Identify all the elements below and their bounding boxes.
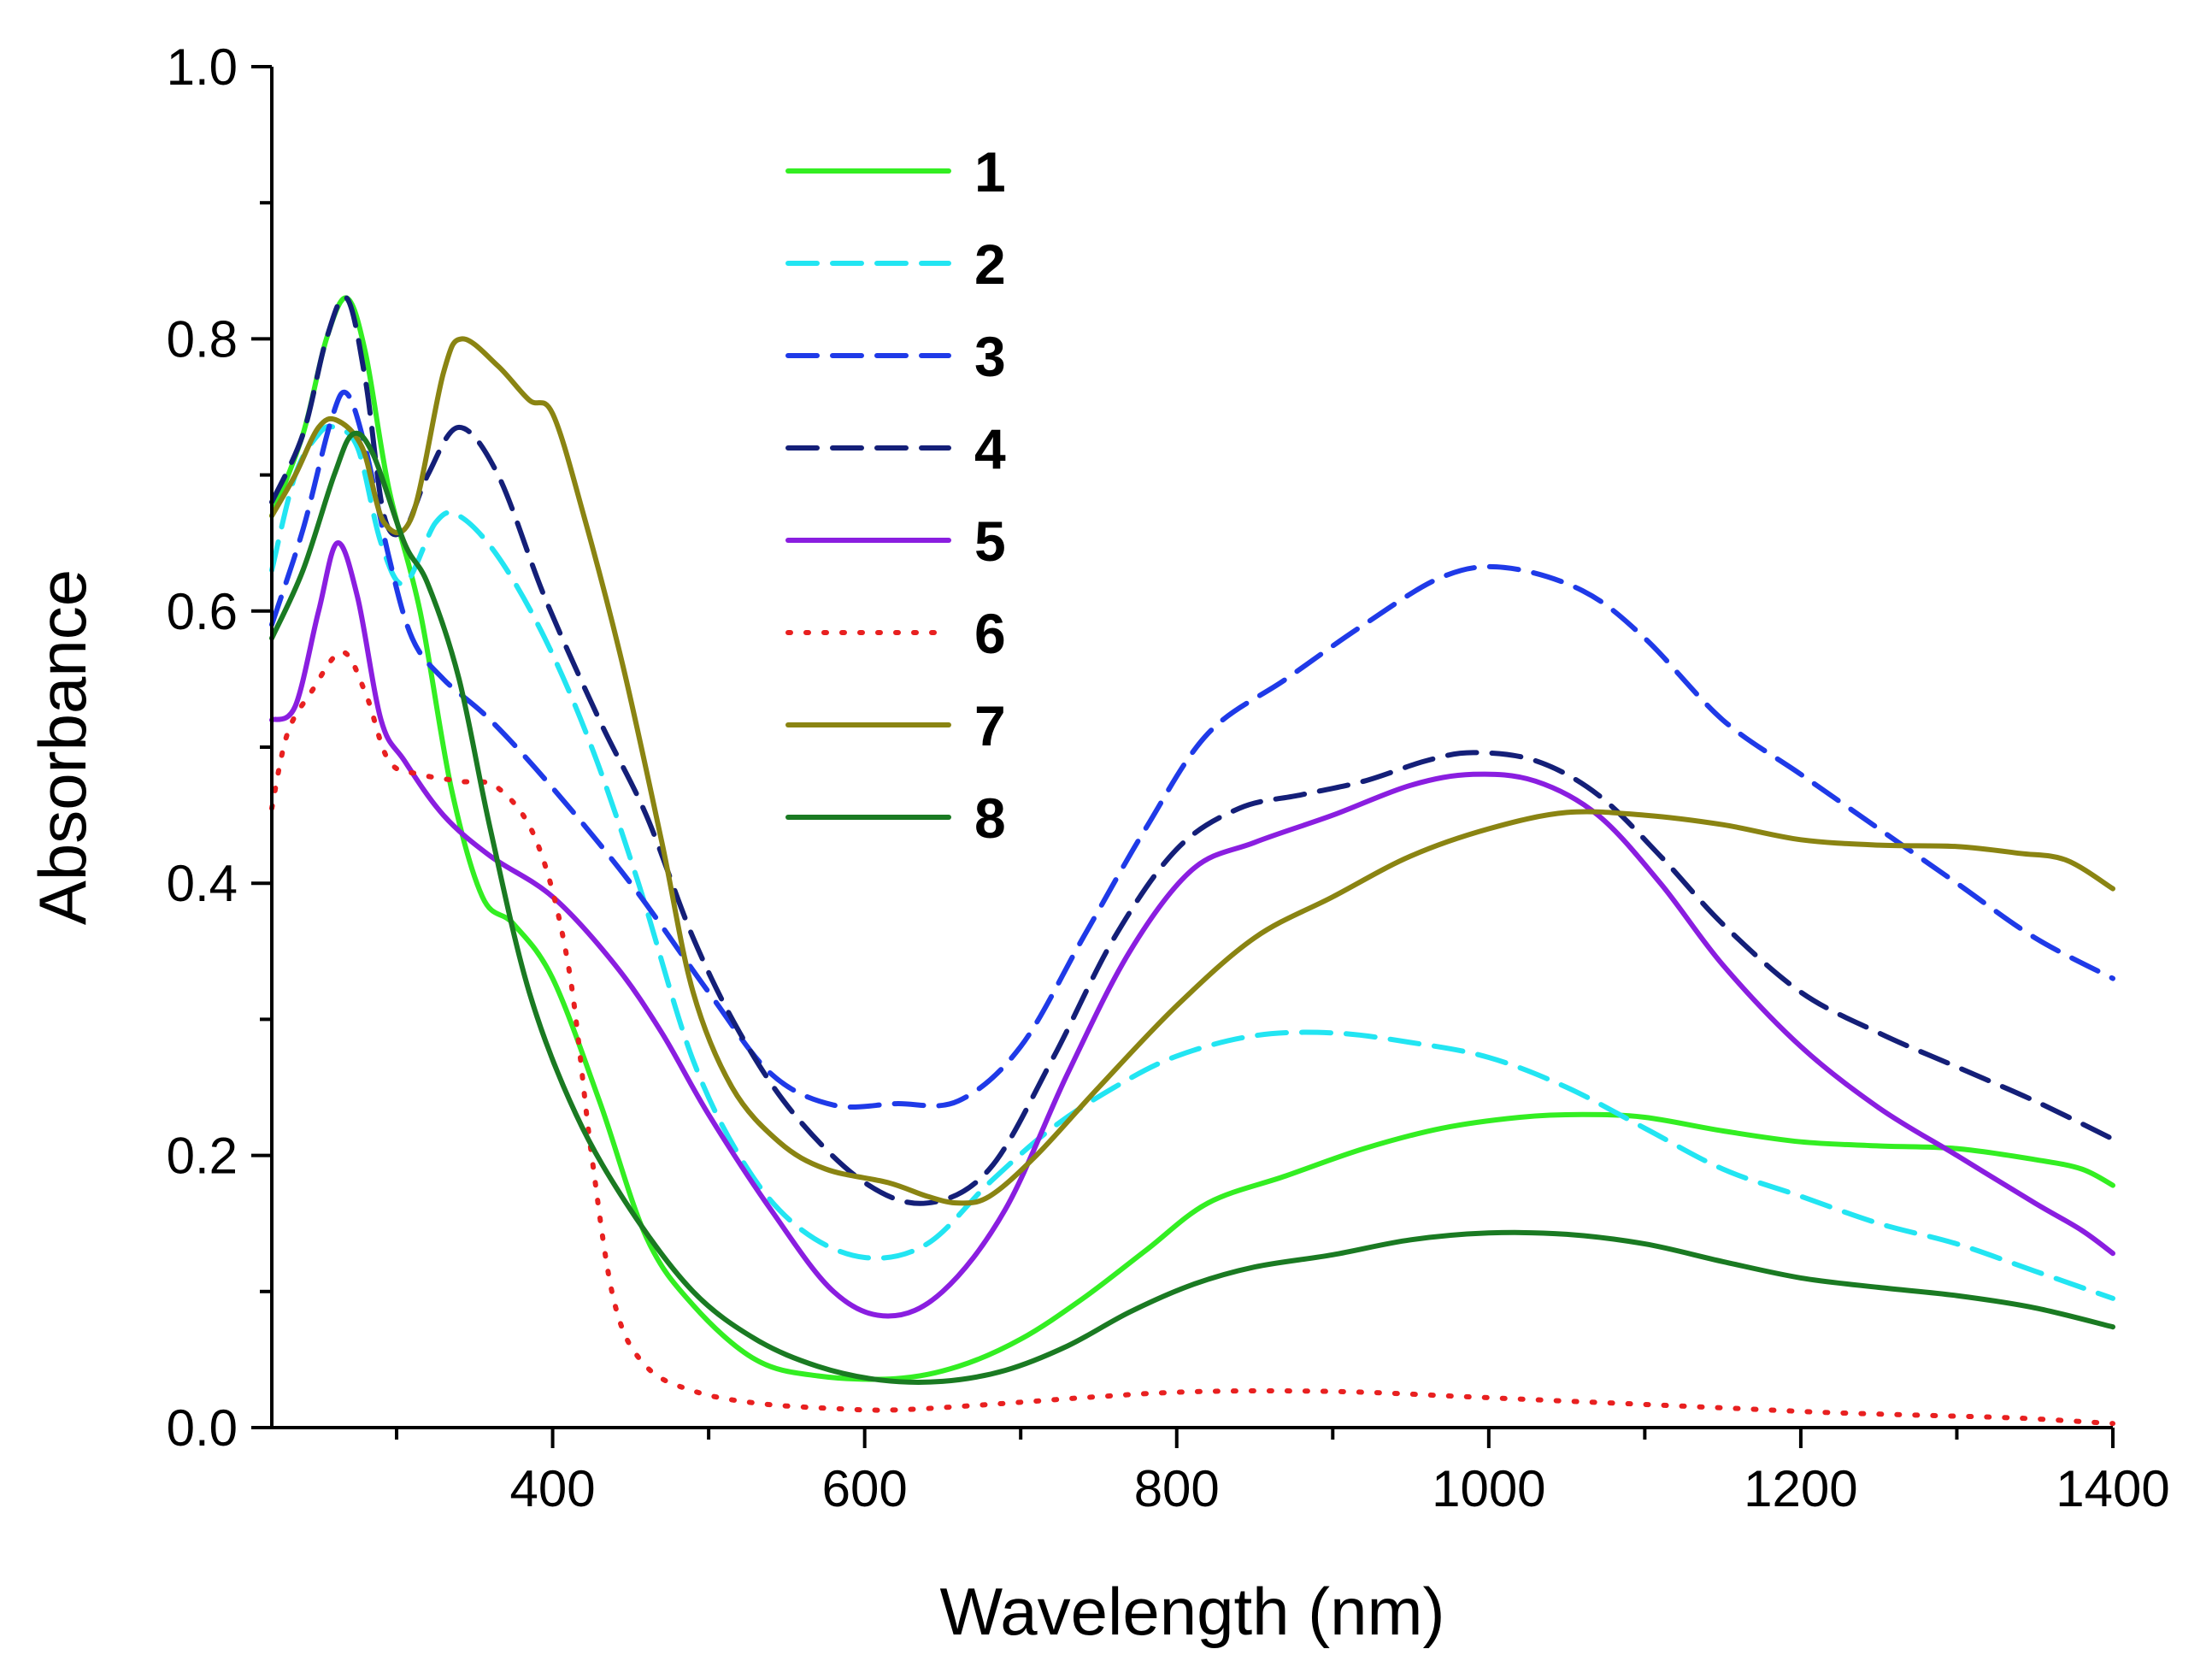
ticks <box>251 65 2115 1448</box>
y-axis-title: Absorbance <box>25 569 100 925</box>
legend-label-4: 4 <box>974 417 1006 480</box>
series-line-4 <box>269 294 2115 1206</box>
y-tick-label: 0.2 <box>167 1128 238 1185</box>
series-line-7 <box>269 336 2115 1206</box>
legend-label-8: 8 <box>974 786 1006 850</box>
tick-labels: 400 600 800 1000 1200 1400 0.0 0.2 0.4 0.6 0.8 1.0 <box>167 38 2170 1517</box>
legend: 1 2 3 4 5 6 7 8 <box>785 140 1006 850</box>
x-tick-label: 600 <box>822 1460 908 1517</box>
legend-label-2: 2 <box>974 233 1006 296</box>
y-tick-label: 0.8 <box>167 310 238 368</box>
legend-label-3: 3 <box>974 325 1006 388</box>
y-tick-label: 0.0 <box>167 1399 238 1457</box>
legend-label-1: 1 <box>974 140 1006 203</box>
x-tick-label: 1200 <box>1744 1460 1857 1517</box>
legend-label-6: 6 <box>974 602 1006 665</box>
series-line-1 <box>269 295 2115 1382</box>
series-line-5 <box>269 540 2115 1319</box>
x-tick-label: 1400 <box>2056 1460 2169 1517</box>
series-line-3 <box>269 389 2115 1110</box>
series-layer <box>269 294 2115 1427</box>
x-tick-label: 1000 <box>1432 1460 1545 1517</box>
x-axis-title: Wavelength (nm) <box>940 1574 1445 1649</box>
x-tick-label: 800 <box>1134 1460 1220 1517</box>
y-tick-label: 0.6 <box>167 583 238 640</box>
legend-label-5: 5 <box>974 509 1006 573</box>
legend-label-7: 7 <box>974 694 1006 757</box>
y-tick-label: 0.4 <box>167 855 238 912</box>
axes <box>270 67 2113 1429</box>
series-line-2 <box>269 423 2115 1301</box>
series-line-8 <box>269 430 2115 1385</box>
y-tick-label: 1.0 <box>167 38 238 96</box>
x-tick-label: 400 <box>510 1460 596 1517</box>
series-line-6 <box>269 649 2115 1427</box>
